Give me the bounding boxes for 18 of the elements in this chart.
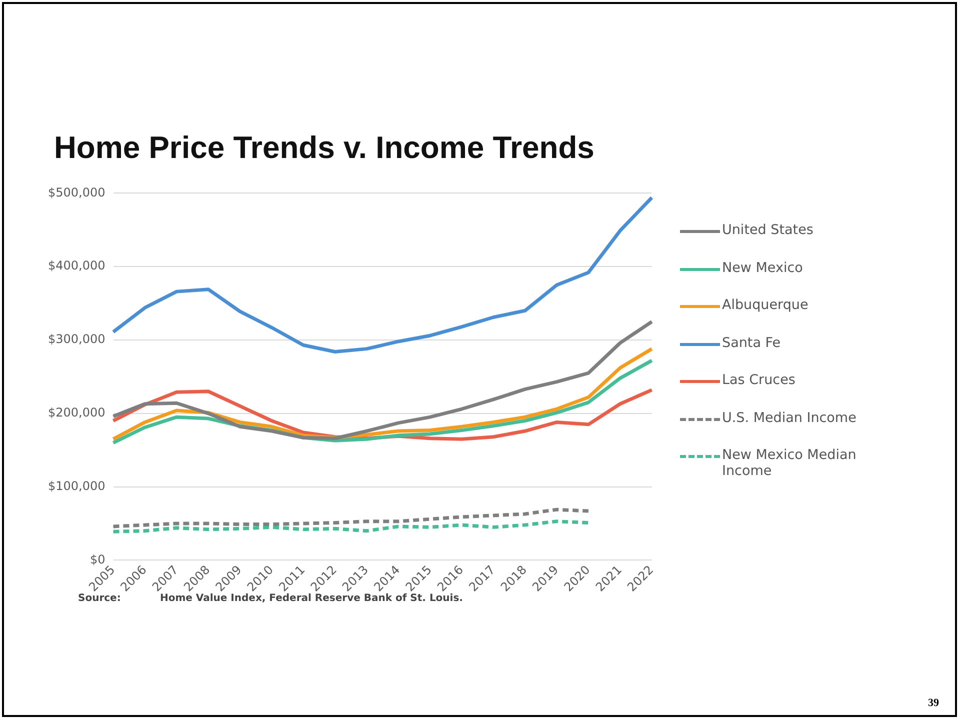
legend-label: U.S. Median Income — [722, 410, 856, 426]
y-tick-label: $200,000 — [48, 406, 106, 420]
legend-label: United States — [722, 222, 814, 238]
y-tick-label: $400,000 — [48, 258, 106, 273]
line-series — [112, 508, 590, 528]
line-series — [112, 520, 590, 534]
legend-label: New Mexico — [722, 260, 803, 276]
legend-label: New Mexico Median Income — [722, 447, 858, 479]
y-tick-label: $0 — [90, 552, 106, 566]
y-tick-label: $100,000 — [48, 478, 106, 493]
text: Source: Home Value Index, Federal Reserve Bank of St. Louis. — [78, 593, 463, 604]
legend-label: Las Cruces — [722, 372, 796, 388]
chart-title: Home Price Trends v. Income Trends — [54, 130, 594, 166]
text: 39 — [928, 697, 939, 709]
legend-label: Albuquerque — [722, 297, 808, 313]
y-tick-label: $500,000 — [48, 185, 106, 200]
y-tick-label: $300,000 — [48, 332, 106, 346]
legend-label: Santa Fe — [722, 334, 781, 350]
